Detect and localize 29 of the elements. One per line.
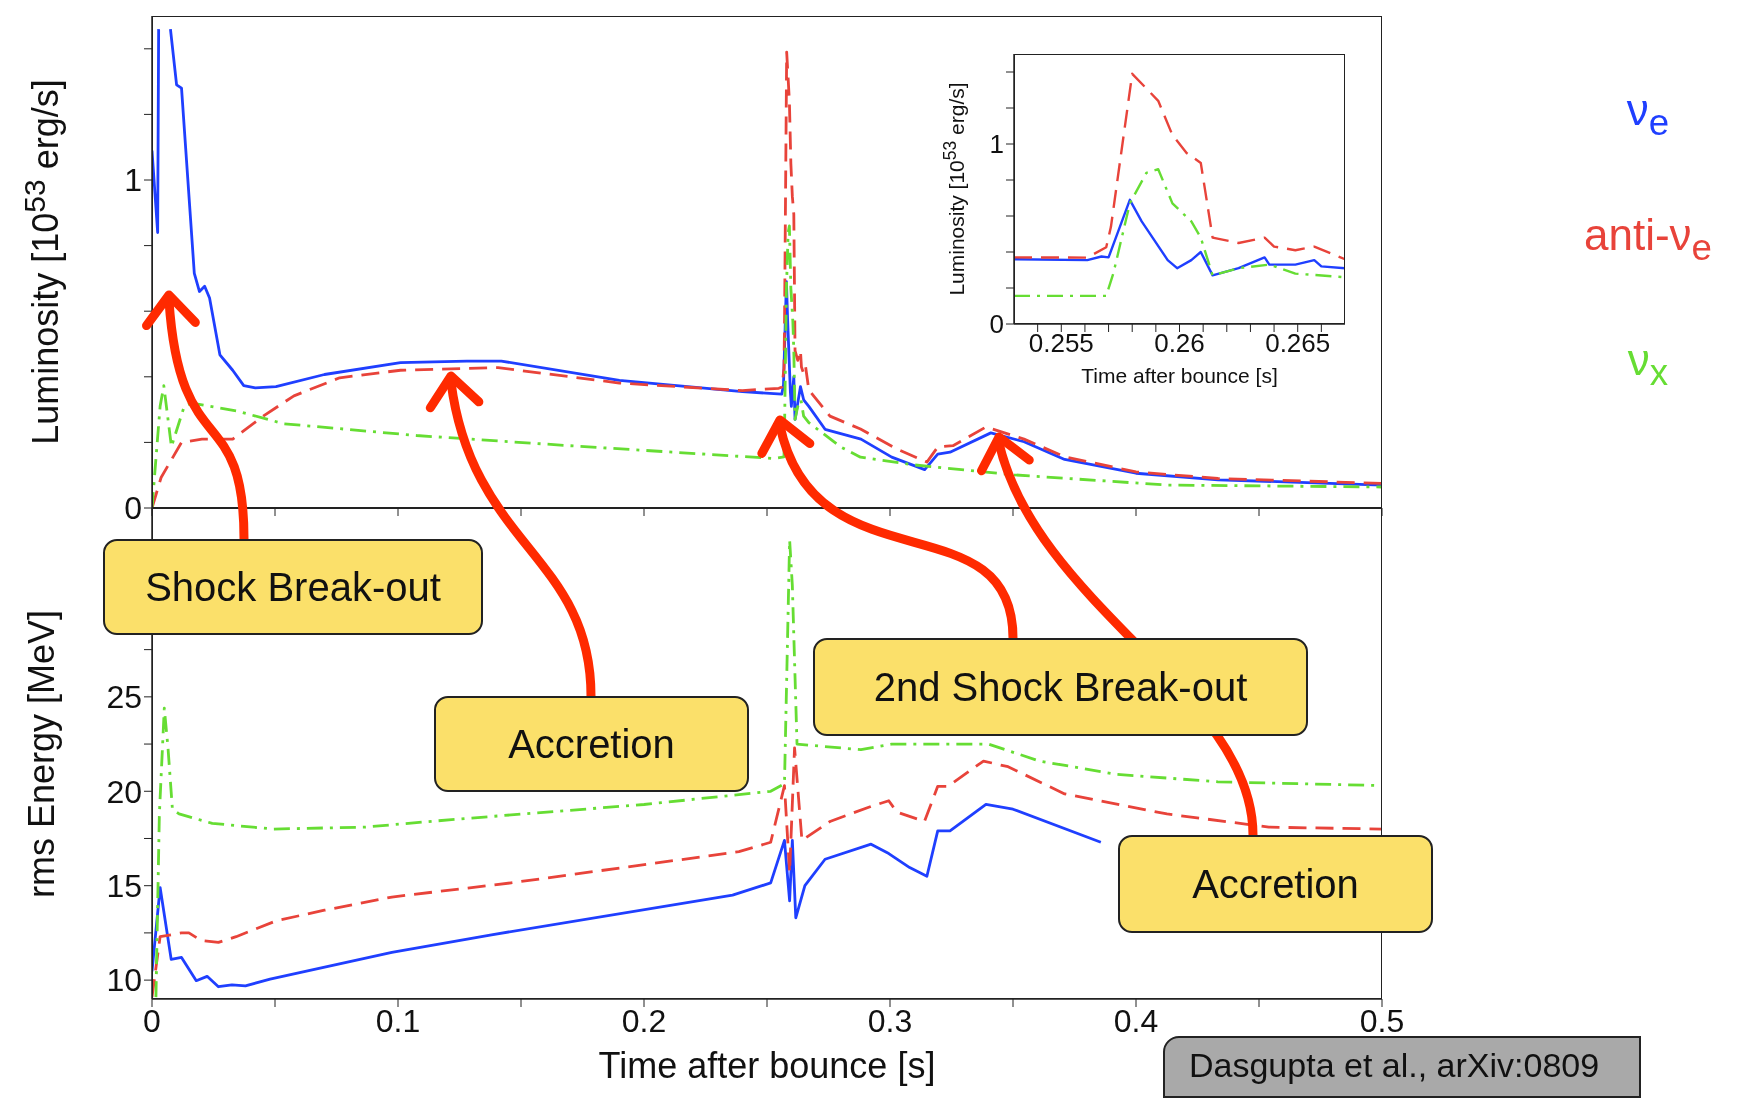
y-tick-label: 25 [106, 679, 142, 716]
x-tick-label: 0.5 [1359, 1002, 1405, 1039]
line-series [152, 803, 1103, 989]
text: ν$_{e}$ [1626, 84, 1670, 145]
callout-box: Shock Break-out [103, 539, 483, 635]
line-series [1014, 198, 1345, 277]
x-tick-label: 0.2 [621, 1002, 667, 1039]
y-tick-label: 20 [106, 773, 142, 810]
line-series [1014, 72, 1345, 261]
y-tick-label: 1 [124, 162, 142, 199]
text: Dasgupta et al., arXiv:0809 [1189, 1046, 1600, 1084]
callout-box: 2nd Shock Break-out [813, 638, 1308, 736]
x-tick-label: 0.1 [375, 1002, 421, 1039]
callout-box: Accretion [1118, 835, 1433, 933]
text: anti-ν$_{e}$ [1584, 208, 1712, 270]
y-tick-label: 1 [989, 129, 1004, 160]
x-axis-title: Time after bounce [s] [1081, 364, 1278, 388]
x-tick-label: 0.26 [1154, 328, 1205, 359]
callout-box: Accretion [434, 696, 749, 792]
x-tick-label: 0.3 [867, 1002, 913, 1039]
y-tick-label: 15 [106, 868, 142, 905]
x-axis-title: Time after bounce [s] [598, 1045, 936, 1087]
y-axis-title: rms Energy [MeV] [21, 609, 63, 898]
x-tick-label: 0.255 [1028, 328, 1094, 359]
y-tick-label: 10 [106, 962, 142, 999]
x-tick-label: 0.4 [1113, 1002, 1159, 1039]
x-tick-label: 0.265 [1265, 328, 1331, 359]
y-tick-label: 0 [124, 490, 142, 527]
text: ν$_{x}$ [1627, 333, 1669, 395]
